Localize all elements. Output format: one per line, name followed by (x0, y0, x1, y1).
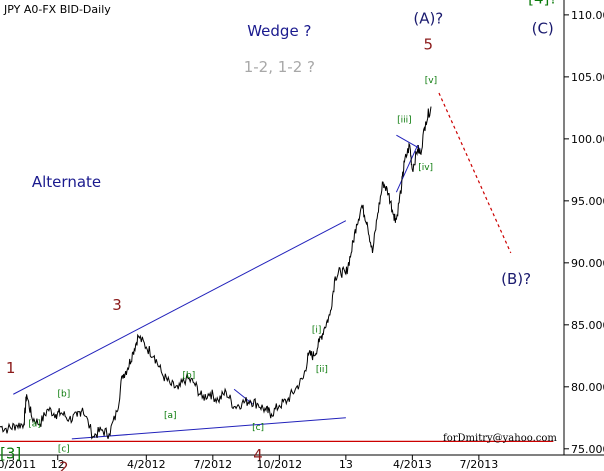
annotation-11: [i] (312, 325, 322, 335)
y-tick-label-4: 90.000 (571, 257, 604, 270)
annotation-14: [3] (0, 445, 21, 463)
x-tick-label-5: 13 (339, 458, 353, 471)
annotation-2: Alternate (32, 173, 101, 191)
trendline-3 (396, 134, 421, 150)
annotation-0: Wedge ? (247, 22, 311, 40)
annotation-17: [c] (58, 444, 70, 454)
price-series-line (0, 106, 432, 440)
y-tick-label-3: 95.000 (571, 195, 604, 208)
trendline-2 (395, 144, 419, 193)
x-tick-label-7: 7/2013 (460, 458, 499, 471)
y-tick-label-2: 100.000 (571, 133, 604, 146)
annotation-21: [a] (164, 411, 177, 421)
annotation-12: [ii] (316, 365, 328, 375)
annotation-22: [c] (252, 423, 264, 433)
trendline-1 (71, 417, 346, 440)
y-tick-label-0: 110.000 (571, 9, 604, 22)
y-tick-label-5: 85.000 (571, 319, 604, 332)
x-tick-label-1: 12 (51, 458, 65, 471)
annotation-10: [iv] (418, 163, 433, 173)
annotation-13: 1 (6, 359, 16, 377)
annotation-15: [a] (28, 419, 41, 429)
annotation-8: [v] (425, 76, 437, 86)
y-tick-label-7: 75.000 (571, 443, 604, 456)
projection-line (438, 92, 512, 254)
annotation-6: (C) (532, 19, 554, 37)
annotation-5: [4]? (528, 0, 557, 8)
x-tick-label-2: 4/2012 (127, 458, 166, 471)
annotation-20: [b] (183, 371, 196, 381)
annotations: Wedge ? 1-2, 1-2 ? Alternate (A)? 5 [4]? (C) (B… (0, 0, 557, 471)
annotation-23: 4 (253, 446, 263, 464)
annotation-3: (A)? (413, 10, 443, 28)
annotation-16: [b] (57, 390, 70, 400)
annotation-19: 3 (112, 296, 122, 314)
x-tick-label-6: 4/2013 (393, 458, 432, 471)
x-tick-label-0: 10/2011 (0, 458, 36, 471)
x-tick-label-4: 10/2012 (256, 458, 302, 471)
annotation-18: 2 (59, 458, 69, 471)
annotation-4: 5 (424, 36, 434, 54)
plot-area (0, 92, 554, 442)
annotation-9: [iii] (397, 116, 412, 126)
y-tick-label-1: 105.000 (571, 71, 604, 84)
chart-title: JPY A0-FX BID-Daily (3, 3, 111, 16)
credit-text: forDmitry@yahoo.com (443, 433, 557, 444)
annotation-7: (B)? (501, 270, 531, 288)
annotation-1: 1-2, 1-2 ? (244, 58, 315, 76)
trendline-0 (13, 220, 347, 395)
x-tick-label-3: 7/2012 (193, 458, 232, 471)
y-tick-label-6: 80.000 (571, 381, 604, 394)
